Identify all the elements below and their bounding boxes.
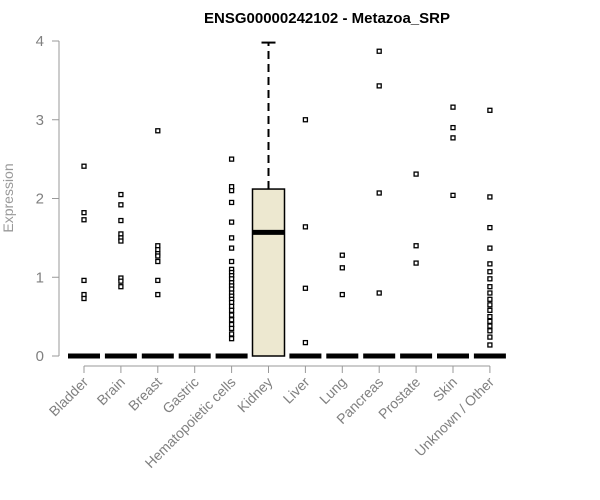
outlier-point <box>339 291 345 298</box>
outlier-point <box>413 243 419 249</box>
x-tick-label: Breast <box>125 374 165 414</box>
outlier-point <box>302 285 309 291</box>
outlier-point <box>487 318 493 325</box>
median-line <box>363 353 396 359</box>
outlier-point <box>155 291 161 298</box>
outlier-point <box>376 83 382 89</box>
x-tick-label: Skin <box>430 374 461 405</box>
median-line <box>473 353 506 359</box>
plot-area <box>68 41 506 359</box>
outlier-point <box>487 334 493 340</box>
outlier-point <box>81 295 87 302</box>
y-tick-label: 3 <box>36 112 44 129</box>
y-axis-label: Expression <box>0 163 16 232</box>
outlier-point <box>487 290 493 296</box>
outlier-point <box>228 325 235 332</box>
outlier-point <box>118 191 124 198</box>
x-tick-label: Brain <box>94 374 128 408</box>
median-line <box>289 353 322 359</box>
outlier-point <box>487 323 493 329</box>
outlier-point <box>487 276 493 282</box>
outlier-point <box>118 284 124 290</box>
x-tick-label: Kidney <box>234 374 276 416</box>
median-line <box>326 353 359 359</box>
x-tick-label: Bladder <box>46 374 92 420</box>
outlier-point <box>81 163 87 169</box>
outlier-point <box>450 104 456 110</box>
outlier-point <box>339 252 345 258</box>
outlier-point <box>81 210 87 216</box>
outlier-point <box>450 192 456 199</box>
outlier-point <box>228 317 235 323</box>
outlier-point <box>302 117 309 123</box>
box <box>251 188 286 357</box>
outlier-point <box>487 284 493 290</box>
y-tick-label: 1 <box>36 269 44 286</box>
outlier-point <box>228 156 235 162</box>
outlier-point <box>228 258 235 265</box>
outlier-point <box>487 261 493 267</box>
outlier-point <box>487 342 493 348</box>
median-line <box>400 353 433 359</box>
median-line <box>68 353 100 359</box>
outlier-point <box>376 48 382 54</box>
outlier-point <box>81 277 87 284</box>
y-tick-label: 2 <box>36 191 44 208</box>
outlier-point <box>118 238 124 244</box>
outlier-point <box>228 235 235 241</box>
outlier-point <box>487 313 493 320</box>
chart-title: ENSG00000242102 - Metazoa_SRP <box>204 10 450 27</box>
outlier-point <box>487 269 493 275</box>
y-axis: 0 1 2 3 4 <box>36 33 60 365</box>
outlier-point <box>487 224 493 231</box>
outlier-point <box>339 265 345 271</box>
median-line <box>215 353 248 359</box>
y-tick-label: 4 <box>36 33 44 50</box>
outlier-point <box>155 253 161 259</box>
outlier-point <box>413 171 419 177</box>
outlier-point <box>118 217 124 224</box>
outlier-point <box>81 217 87 223</box>
outlier-point <box>118 202 124 208</box>
median-line <box>437 353 469 359</box>
median-line <box>104 353 137 359</box>
outlier-point <box>228 187 235 194</box>
outlier-point <box>228 331 235 337</box>
x-tick-label: Liver <box>280 374 313 407</box>
outlier-point <box>413 260 419 266</box>
outlier-point <box>487 107 493 113</box>
outlier-point <box>155 277 161 284</box>
outlier-point <box>450 135 456 141</box>
outlier-point <box>376 190 382 196</box>
outlier-point <box>155 258 161 265</box>
outlier-point <box>376 290 382 296</box>
x-tick-label: Lung <box>316 374 349 407</box>
median-line <box>252 229 285 235</box>
outlier-point <box>155 128 161 134</box>
outlier-point <box>487 328 493 334</box>
outlier-point <box>228 336 235 342</box>
outlier-point <box>487 194 493 200</box>
x-tick-label: Prostate <box>375 374 423 422</box>
outlier-point <box>228 245 235 251</box>
y-tick-label: 0 <box>36 348 44 365</box>
outlier-point <box>228 307 235 313</box>
outlier-point <box>487 307 493 313</box>
outlier-point <box>118 278 124 284</box>
outlier-point <box>228 312 235 318</box>
outlier-point <box>228 219 235 225</box>
outlier-point <box>302 339 309 346</box>
outlier-point <box>487 245 493 251</box>
outlier-point <box>228 199 235 206</box>
outlier-point <box>450 124 456 131</box>
outlier-point <box>487 302 493 308</box>
median-line <box>141 353 174 359</box>
median-line <box>178 353 211 359</box>
outlier-point <box>487 296 493 302</box>
outlier-point <box>302 224 309 230</box>
